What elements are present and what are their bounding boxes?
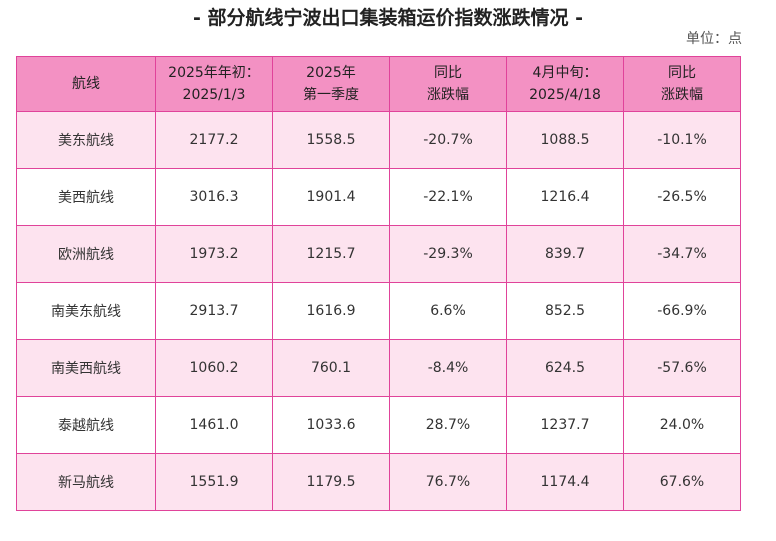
value-cell: 2913.7: [155, 282, 273, 340]
unit-label: 单位：点: [686, 31, 742, 47]
value-cell: 1215.7: [272, 225, 390, 283]
change-cell: -26.5%: [623, 168, 741, 226]
table-row: 南美东航线 2913.7 1616.9 6.6% 852.5 -66.9%: [16, 282, 741, 340]
route-cell: 美东航线: [16, 111, 156, 169]
route-cell: 南美西航线: [16, 339, 156, 397]
value-cell: 839.7: [506, 225, 624, 283]
header-q1-2025: 2025年 第一季度: [272, 56, 390, 112]
value-cell: 1033.6: [272, 396, 390, 454]
value-cell: 1616.9: [272, 282, 390, 340]
change-cell: 6.6%: [389, 282, 507, 340]
table-row: 欧洲航线 1973.2 1215.7 -29.3% 839.7 -34.7%: [16, 225, 741, 283]
change-cell: 24.0%: [623, 396, 741, 454]
change-cell: 28.7%: [389, 396, 507, 454]
value-cell: 624.5: [506, 339, 624, 397]
table-header-row: 航线 2025年年初： 2025/1/3 2025年 第一季度 同比 涨跌幅 4…: [16, 56, 741, 112]
value-cell: 852.5: [506, 282, 624, 340]
header-route: 航线: [16, 56, 156, 112]
freight-index-table: 航线 2025年年初： 2025/1/3 2025年 第一季度 同比 涨跌幅 4…: [16, 56, 741, 511]
change-cell: -8.4%: [389, 339, 507, 397]
change-cell: -22.1%: [389, 168, 507, 226]
change-cell: 76.7%: [389, 453, 507, 511]
table-row: 新马航线 1551.9 1179.5 76.7% 1174.4 67.6%: [16, 453, 741, 511]
table-row: 南美西航线 1060.2 760.1 -8.4% 624.5 -57.6%: [16, 339, 741, 397]
change-cell: -34.7%: [623, 225, 741, 283]
value-cell: 1973.2: [155, 225, 273, 283]
value-cell: 1088.5: [506, 111, 624, 169]
change-cell: -57.6%: [623, 339, 741, 397]
change-cell: -10.1%: [623, 111, 741, 169]
value-cell: 1551.9: [155, 453, 273, 511]
route-cell: 泰越航线: [16, 396, 156, 454]
change-cell: -29.3%: [389, 225, 507, 283]
value-cell: 1060.2: [155, 339, 273, 397]
table-row: 美东航线 2177.2 1558.5 -20.7% 1088.5 -10.1%: [16, 111, 741, 169]
header-mid-april: 4月中旬： 2025/4/18: [506, 56, 624, 112]
value-cell: 1237.7: [506, 396, 624, 454]
value-cell: 2177.2: [155, 111, 273, 169]
value-cell: 1461.0: [155, 396, 273, 454]
route-cell: 美西航线: [16, 168, 156, 226]
value-cell: 1216.4: [506, 168, 624, 226]
page-title: - 部分航线宁波出口集装箱运价指数涨跌情况 -: [192, 7, 583, 29]
route-cell: 欧洲航线: [16, 225, 156, 283]
value-cell: 1179.5: [272, 453, 390, 511]
value-cell: 1901.4: [272, 168, 390, 226]
value-cell: 1174.4: [506, 453, 624, 511]
change-cell: -66.9%: [623, 282, 741, 340]
route-cell: 新马航线: [16, 453, 156, 511]
value-cell: 3016.3: [155, 168, 273, 226]
route-cell: 南美东航线: [16, 282, 156, 340]
header-start-2025: 2025年年初： 2025/1/3: [155, 56, 273, 112]
change-cell: 67.6%: [623, 453, 741, 511]
value-cell: 760.1: [272, 339, 390, 397]
table-row: 泰越航线 1461.0 1033.6 28.7% 1237.7 24.0%: [16, 396, 741, 454]
change-cell: -20.7%: [389, 111, 507, 169]
header-yoy-change-1: 同比 涨跌幅: [389, 56, 507, 112]
table-row: 美西航线 3016.3 1901.4 -22.1% 1216.4 -26.5%: [16, 168, 741, 226]
header-yoy-change-2: 同比 涨跌幅: [623, 56, 741, 112]
value-cell: 1558.5: [272, 111, 390, 169]
